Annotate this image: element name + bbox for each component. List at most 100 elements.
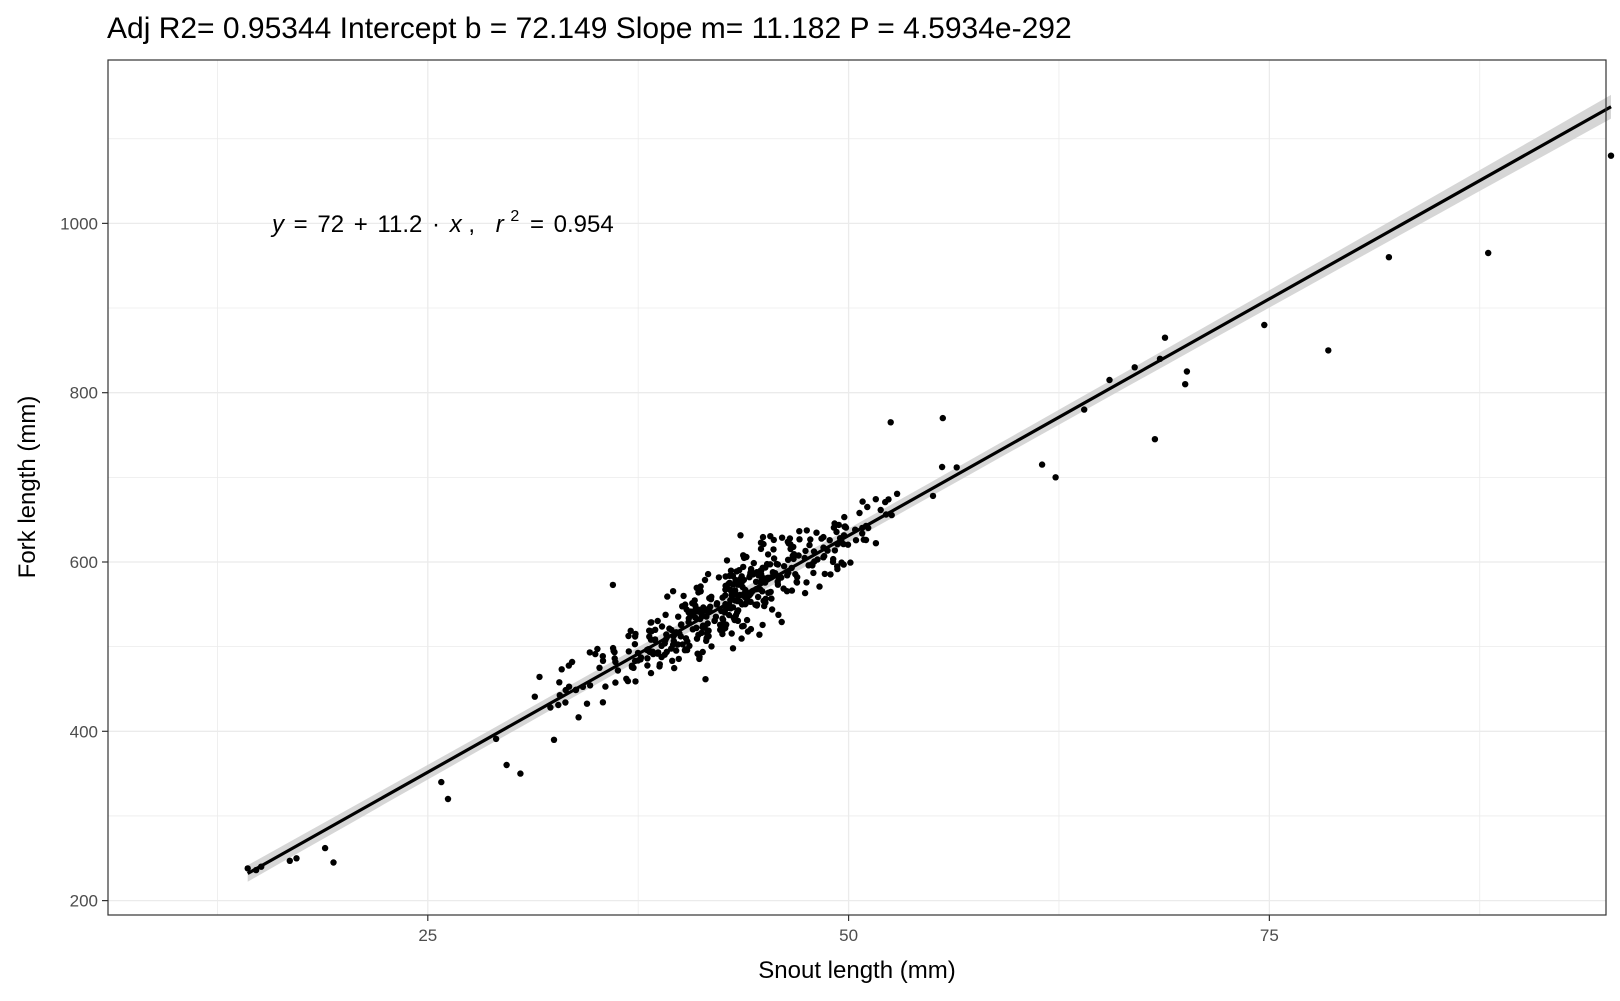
axis-ticks: 25 50 75 200 400 600 800 1000 xyxy=(60,214,1279,945)
data-point xyxy=(813,529,820,536)
data-point xyxy=(330,859,337,866)
data-point xyxy=(704,627,711,634)
data-point xyxy=(862,536,870,544)
data-point xyxy=(671,664,678,672)
data-point xyxy=(531,693,538,700)
data-point xyxy=(702,676,709,683)
data-point xyxy=(729,572,737,580)
data-point xyxy=(877,506,884,514)
data-point xyxy=(847,559,854,566)
data-point xyxy=(725,580,732,588)
data-point xyxy=(694,650,701,657)
data-point xyxy=(807,536,814,543)
data-point xyxy=(707,596,715,603)
data-point xyxy=(806,541,813,549)
eq-r-exponent: 2 xyxy=(510,208,519,225)
data-point xyxy=(826,537,833,544)
data-point xyxy=(818,535,825,542)
data-point xyxy=(632,678,639,685)
data-point xyxy=(732,612,740,619)
data-point xyxy=(1607,152,1615,159)
data-point xyxy=(696,655,703,663)
data-point xyxy=(796,536,803,543)
data-point xyxy=(675,655,682,663)
data-point xyxy=(602,683,609,690)
data-point xyxy=(831,520,838,527)
data-point xyxy=(1385,254,1393,261)
data-point xyxy=(787,545,794,553)
data-point xyxy=(321,844,329,852)
data-point xyxy=(859,530,866,537)
data-point xyxy=(647,619,654,626)
data-point xyxy=(759,533,767,541)
plot-panel-border xyxy=(107,59,1607,916)
data-point xyxy=(740,552,747,559)
data-point xyxy=(609,581,617,589)
data-point xyxy=(708,643,715,650)
data-point xyxy=(939,414,946,422)
data-point xyxy=(648,628,655,635)
data-point xyxy=(715,574,723,581)
x-tick-label: 75 xyxy=(1260,926,1279,945)
data-point xyxy=(627,627,634,634)
data-point xyxy=(550,736,558,743)
data-point xyxy=(786,535,794,542)
data-point xyxy=(802,547,809,555)
eq-r-var: r xyxy=(496,211,505,238)
data-point xyxy=(778,534,786,541)
data-point xyxy=(885,496,892,503)
data-point xyxy=(1161,334,1169,341)
data-point xyxy=(1151,436,1159,443)
data-point xyxy=(691,597,698,604)
data-point xyxy=(729,645,737,652)
eq-equals: = xyxy=(294,211,308,238)
data-point xyxy=(780,563,788,570)
data-point xyxy=(556,679,563,686)
eq-dot: · xyxy=(432,211,440,238)
data-point xyxy=(586,682,594,689)
data-point xyxy=(244,865,251,872)
data-point xyxy=(774,561,782,568)
data-point xyxy=(713,601,720,608)
data-point xyxy=(774,578,781,585)
x-tick-label: 25 xyxy=(418,926,437,945)
data-point xyxy=(810,569,817,577)
data-point xyxy=(692,606,699,613)
data-point xyxy=(728,630,735,637)
data-point xyxy=(680,592,687,600)
data-point xyxy=(767,533,774,540)
data-point xyxy=(691,614,699,621)
data-point xyxy=(720,621,728,628)
eq-x-var: x xyxy=(449,211,463,238)
data-point xyxy=(734,617,742,624)
data-point xyxy=(727,567,735,574)
data-point xyxy=(695,631,702,638)
data-point xyxy=(704,570,712,578)
data-point xyxy=(669,588,677,595)
data-point xyxy=(803,527,810,534)
data-point xyxy=(729,581,737,588)
data-point xyxy=(834,565,841,573)
data-point xyxy=(1038,461,1046,468)
data-point xyxy=(770,546,777,553)
data-point xyxy=(654,617,661,625)
data-point xyxy=(788,587,796,594)
data-point xyxy=(596,664,603,671)
data-point xyxy=(612,679,619,686)
data-point xyxy=(778,618,785,626)
data-point xyxy=(682,635,690,642)
data-point xyxy=(754,593,762,601)
data-point xyxy=(583,700,591,707)
data-point xyxy=(784,556,792,563)
data-point xyxy=(682,601,689,608)
data-point xyxy=(803,579,810,586)
data-point xyxy=(816,583,823,590)
data-point xyxy=(764,551,772,558)
data-point xyxy=(599,657,607,664)
data-point xyxy=(693,584,700,591)
data-point xyxy=(625,632,632,640)
data-point xyxy=(612,658,619,666)
data-point xyxy=(594,645,601,653)
data-point xyxy=(738,601,746,608)
